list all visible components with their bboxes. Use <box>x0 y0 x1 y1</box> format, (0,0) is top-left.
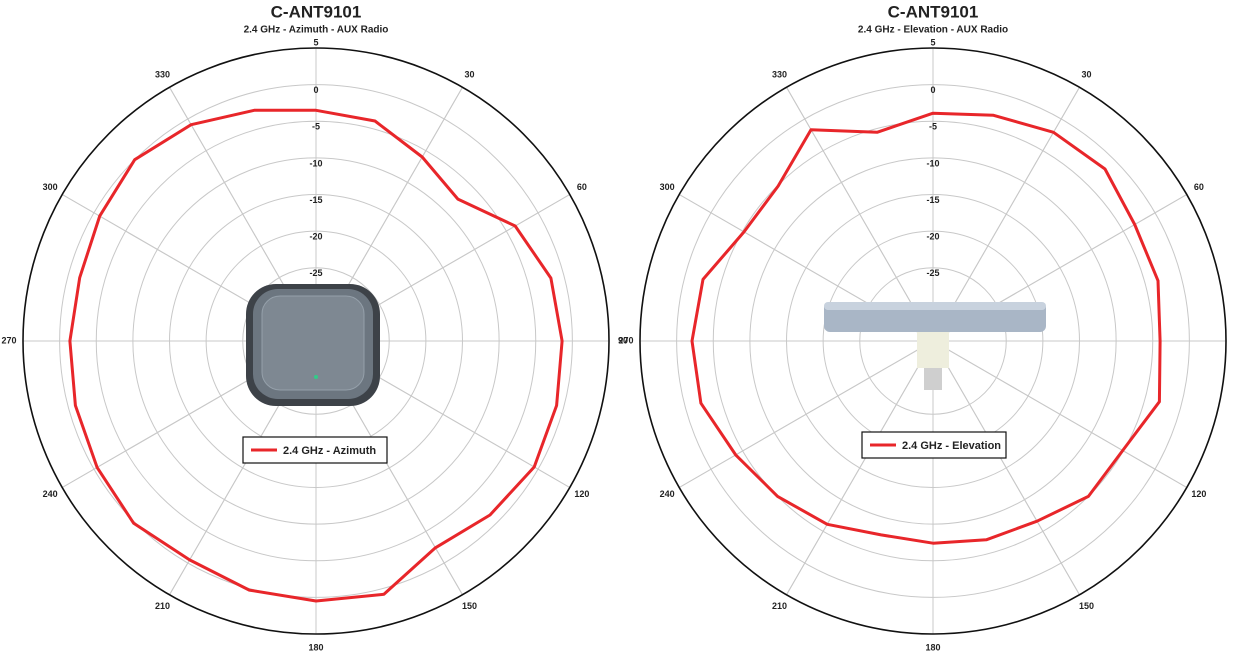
antenna-image <box>824 302 1046 390</box>
angle-tick-label: 120 <box>574 489 589 499</box>
angle-tick-label: 300 <box>660 182 675 192</box>
angle-tick-label: 60 <box>577 182 587 192</box>
angle-tick-label: 330 <box>772 70 787 80</box>
r-tick-label: -20 <box>309 232 322 242</box>
grid-ring <box>132 157 500 525</box>
angle-tick-label: 270 <box>618 335 633 345</box>
data-layer: 2.4 GHz - Azimuth 2.4 GHz - Elevation <box>68 108 1162 603</box>
r-tick-label: -10 <box>926 158 939 168</box>
r-tick-label: -5 <box>312 122 320 132</box>
angle-tick-label: 180 <box>925 642 940 652</box>
r-tick-label: -15 <box>926 195 939 205</box>
r-tick-label: -25 <box>926 268 939 278</box>
chart-title: C-ANT9101 <box>888 2 979 21</box>
angle-tick-label: 270 <box>1 335 16 345</box>
r-tick-label: -10 <box>309 158 322 168</box>
angle-tick-label: 240 <box>660 489 675 499</box>
grid-ring <box>859 267 1007 415</box>
angle-tick-label: 330 <box>155 70 170 80</box>
angle-tick-label: 300 <box>43 182 58 192</box>
angle-tick-label: 210 <box>772 601 787 611</box>
angle-tick-label: 240 <box>43 489 58 499</box>
chart-subtitle: 2.4 GHz - Elevation - AUX Radio <box>858 25 1008 36</box>
angle-tick-label: 60 <box>1194 182 1204 192</box>
r-tick-label: -5 <box>929 122 937 132</box>
r-tick-label: -25 <box>309 268 322 278</box>
angle-tick-label: 150 <box>1079 601 1094 611</box>
r-tick-label: 5 <box>313 37 318 47</box>
angle-tick-label: 30 <box>464 70 474 80</box>
angle-tick-label: 120 <box>1191 489 1206 499</box>
angle-tick-label: 30 <box>1081 70 1091 80</box>
access-point-image <box>246 284 380 406</box>
r-tick-label: 0 <box>930 85 935 95</box>
chart-subtitle: 2.4 GHz - Azimuth - AUX Radio <box>244 25 389 36</box>
chart-title: C-ANT9101 <box>271 2 362 21</box>
grid-ring <box>169 194 463 488</box>
legend-label: 2.4 GHz - Elevation <box>902 440 1001 452</box>
series-line <box>690 111 1162 545</box>
r-tick-label: -15 <box>309 195 322 205</box>
outer-ring <box>639 47 1227 635</box>
r-tick-label: 0 <box>313 85 318 95</box>
grid-ring <box>712 120 1154 562</box>
series-line <box>68 108 564 603</box>
grid-ring <box>786 194 1080 488</box>
grid-ring <box>676 84 1190 598</box>
r-tick-label: 5 <box>930 37 935 47</box>
r-tick-label: -20 <box>926 232 939 242</box>
angle-tick-label: 90 <box>618 335 628 345</box>
angle-tick-label: 150 <box>462 601 477 611</box>
outer-ring <box>22 47 610 635</box>
angle-tick-label: 210 <box>155 601 170 611</box>
grid-ring <box>242 267 390 415</box>
grid-ring <box>95 120 537 562</box>
legend-label: 2.4 GHz - Azimuth <box>283 445 376 457</box>
angle-tick-label: 180 <box>308 642 323 652</box>
grid-ring <box>749 157 1117 525</box>
grid-ring <box>59 84 573 598</box>
